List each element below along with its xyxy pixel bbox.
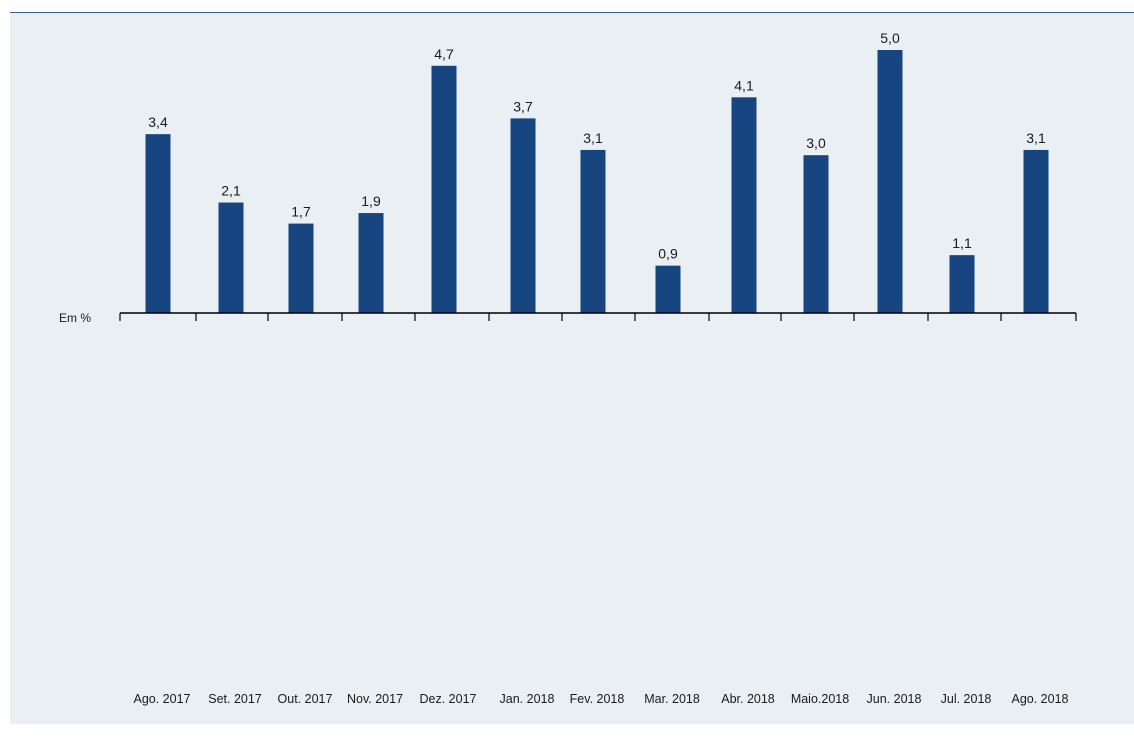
bar-13 xyxy=(1023,149,1049,313)
bar-5 xyxy=(431,65,457,313)
value-label-13: 3,1 xyxy=(1026,130,1046,146)
value-label-11: 5,0 xyxy=(880,30,900,46)
value-label-10: 3,0 xyxy=(806,135,826,151)
category-label-3: Out. 2017 xyxy=(278,692,333,706)
value-label-4: 1,9 xyxy=(361,193,381,209)
x-axis-ticks xyxy=(119,313,1077,321)
bar-7 xyxy=(580,149,606,313)
bars-group xyxy=(145,50,1049,313)
value-label-8: 0,9 xyxy=(658,246,678,262)
category-label-6: Jan. 2018 xyxy=(500,692,555,706)
value-label-2: 2,1 xyxy=(221,183,241,199)
value-label-5: 4,7 xyxy=(434,46,454,62)
bar-9 xyxy=(731,97,757,313)
category-label-9: Abr. 2018 xyxy=(721,692,775,706)
value-label-1: 3,4 xyxy=(148,114,168,130)
bar-2 xyxy=(218,202,244,313)
bar-8 xyxy=(655,265,681,313)
value-label-9: 4,1 xyxy=(734,77,754,93)
category-label-13: Ago. 2018 xyxy=(1012,692,1069,706)
bar-6 xyxy=(510,118,536,313)
category-label-7: Fev. 2018 xyxy=(570,692,625,706)
value-label-6: 3,7 xyxy=(513,98,533,114)
category-label-10: Maio.2018 xyxy=(791,692,849,706)
category-label-2: Set. 2017 xyxy=(208,692,262,706)
bar-3 xyxy=(288,223,314,313)
value-label-12: 1,1 xyxy=(952,235,972,251)
category-label-8: Mar. 2018 xyxy=(644,692,700,706)
bar-11 xyxy=(877,50,903,313)
category-label-5: Dez. 2017 xyxy=(420,692,477,706)
bar-12 xyxy=(949,255,975,313)
category-label-11: Jun. 2018 xyxy=(867,692,922,706)
value-label-7: 3,1 xyxy=(583,130,603,146)
value-label-3: 1,7 xyxy=(291,204,311,220)
category-label-4: Nov. 2017 xyxy=(347,692,403,706)
bar-1 xyxy=(145,134,171,313)
category-labels-group: Ago. 2017 Set. 2017 Out. 2017 Nov. 2017 Dez.… xyxy=(134,692,1069,706)
category-label-1: Ago. 2017 xyxy=(134,692,191,706)
value-labels-group: 3,4 2,1 1,7 1,9 4,7 3,7 3,1 0,9 4,1 3,0 5,0 1,1 3,1 xyxy=(148,30,1046,262)
bar-4 xyxy=(358,213,384,313)
bar-10 xyxy=(803,155,829,313)
unit-label: Em % xyxy=(59,311,91,325)
chart-panel xyxy=(10,12,1134,724)
category-label-12: Jul. 2018 xyxy=(941,692,992,706)
